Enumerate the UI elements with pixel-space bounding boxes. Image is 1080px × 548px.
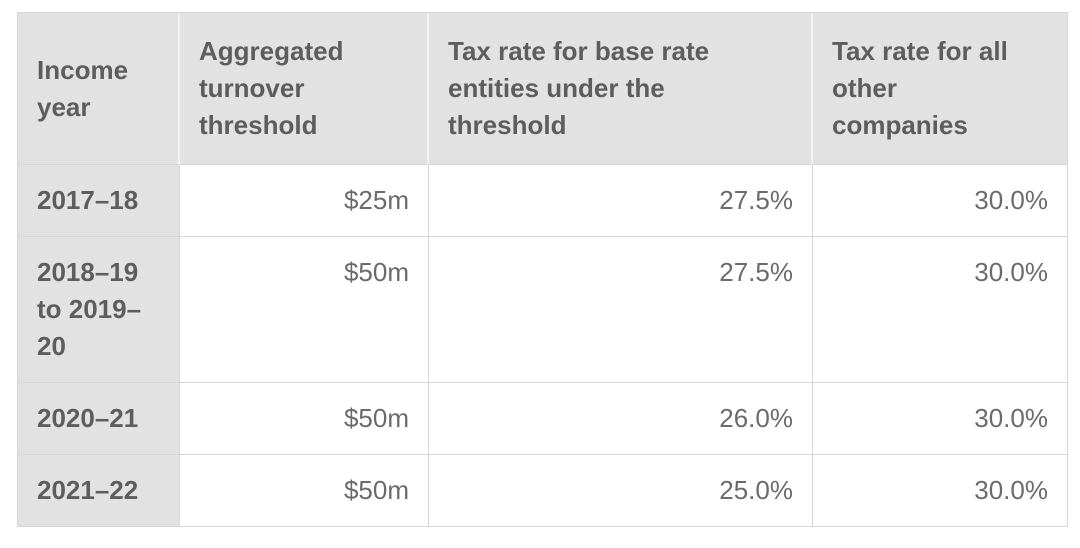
other-companies-tax-cell: 30.0% — [813, 455, 1067, 526]
table-container: Income year Aggregated turnover threshol… — [17, 12, 1068, 527]
table-row: 2018–19 to 2019–20 $50m 27.5% 30.0% — [18, 237, 1067, 383]
company-tax-rates-table: Income year Aggregated turnover threshol… — [17, 12, 1068, 527]
other-companies-tax-cell: 30.0% — [813, 237, 1067, 383]
col-header-other-companies-tax: Tax rate for all other companies — [813, 13, 1067, 165]
income-year-cell: 2017–18 — [18, 165, 180, 237]
table-row: 2020–21 $50m 26.0% 30.0% — [18, 383, 1067, 455]
other-companies-tax-cell: 30.0% — [813, 383, 1067, 455]
table-row: 2021–22 $50m 25.0% 30.0% — [18, 455, 1067, 526]
income-year-cell: 2018–19 to 2019–20 — [18, 237, 180, 383]
income-year-cell: 2021–22 — [18, 455, 180, 526]
base-rate-tax-cell: 27.5% — [429, 165, 813, 237]
base-rate-tax-cell: 27.5% — [429, 237, 813, 383]
income-year-cell: 2020–21 — [18, 383, 180, 455]
base-rate-tax-cell: 26.0% — [429, 383, 813, 455]
col-header-income-year: Income year — [18, 13, 180, 165]
table-row: 2017–18 $25m 27.5% 30.0% — [18, 165, 1067, 237]
col-header-turnover-threshold: Aggregated turnover threshold — [180, 13, 429, 165]
col-header-base-rate-tax: Tax rate for base rate entities under th… — [429, 13, 813, 165]
turnover-threshold-cell: $25m — [180, 165, 429, 237]
base-rate-tax-cell: 25.0% — [429, 455, 813, 526]
turnover-threshold-cell: $50m — [180, 383, 429, 455]
table-header-row: Income year Aggregated turnover threshol… — [18, 13, 1067, 165]
turnover-threshold-cell: $50m — [180, 455, 429, 526]
turnover-threshold-cell: $50m — [180, 237, 429, 383]
other-companies-tax-cell: 30.0% — [813, 165, 1067, 237]
